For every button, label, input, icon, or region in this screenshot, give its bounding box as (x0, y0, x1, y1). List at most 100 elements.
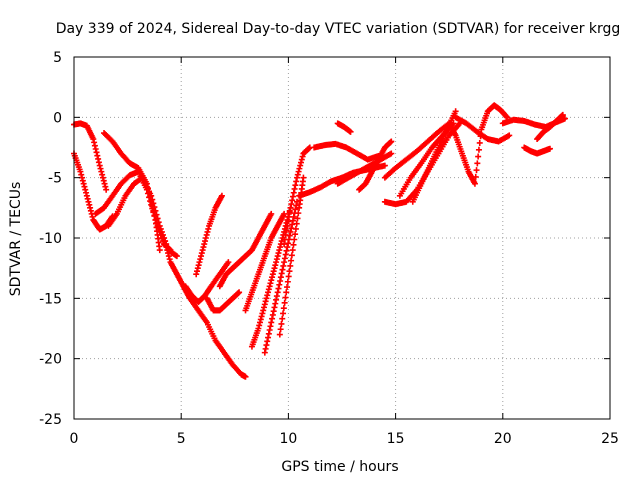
data-point (156, 222, 163, 229)
series-arc-o (281, 144, 313, 248)
data-point (166, 256, 173, 263)
data-point (283, 247, 290, 254)
data-point (269, 315, 276, 322)
data-point (280, 262, 287, 269)
data-point (79, 174, 86, 181)
data-point (268, 210, 275, 217)
data-point (204, 228, 211, 235)
data-point (161, 235, 168, 241)
y-axis-label: SDTVAR / TECUs (8, 182, 24, 297)
x-tick-label: 5 (177, 431, 186, 447)
series-arc-y (446, 102, 511, 187)
data-point (278, 238, 285, 245)
data-point (265, 334, 272, 341)
data-point (274, 289, 281, 296)
x-tick-labels: 0 5 10 15 20 25 (70, 431, 619, 447)
data-point (279, 266, 286, 273)
data-point (90, 136, 97, 143)
data-point (159, 231, 166, 238)
data-point (295, 168, 302, 175)
data-point (288, 257, 295, 264)
axis-ticks (73, 56, 611, 420)
data-point (236, 289, 243, 296)
data-point (279, 315, 286, 322)
data-point (281, 299, 288, 306)
data-point (297, 162, 304, 169)
data-point (268, 319, 275, 326)
data-point (286, 209, 293, 216)
data-point (280, 305, 287, 312)
y-tick-labels: 5 0 -5 -10 -15 -20 -25 (39, 50, 62, 428)
data-point (225, 259, 232, 266)
data-point (289, 247, 296, 254)
plot-points (71, 102, 568, 380)
data-point (289, 197, 296, 204)
series-arc-a (71, 150, 116, 233)
y-tick-label: -20 (39, 352, 62, 368)
data-point (194, 268, 201, 275)
data-point (287, 262, 294, 269)
data-point (270, 268, 277, 275)
data-point (292, 231, 299, 238)
data-point (281, 259, 288, 266)
y-tick-label: -15 (39, 291, 62, 307)
series-arc-z (452, 114, 513, 145)
data-point (546, 145, 553, 152)
data-point (84, 195, 91, 202)
chart-title: Day 339 of 2024, Sidereal Day-to-day VTE… (56, 21, 621, 37)
data-point (268, 277, 275, 284)
data-point (77, 168, 84, 175)
data-point (162, 241, 169, 248)
data-point (154, 215, 161, 222)
data-point (475, 146, 482, 153)
x-tick-label: 25 (601, 431, 619, 447)
data-point (203, 231, 210, 238)
series-arc-e (105, 174, 180, 260)
data-point (95, 155, 102, 162)
data-point (271, 265, 278, 272)
data-point (91, 139, 98, 146)
data-point (287, 228, 294, 235)
data-point (265, 330, 272, 337)
data-point (272, 300, 279, 307)
data-point (153, 211, 160, 218)
data-point (198, 250, 205, 257)
data-point (284, 244, 291, 251)
data-point (293, 178, 300, 185)
data-point (559, 111, 566, 118)
data-point (164, 247, 171, 254)
data-point (475, 153, 482, 160)
data-point (282, 294, 289, 301)
data-point (298, 156, 305, 163)
data-point (205, 225, 212, 232)
data-point (273, 259, 280, 266)
data-point (202, 235, 209, 241)
data-point (263, 295, 270, 302)
data-point (91, 142, 98, 149)
data-point (288, 201, 295, 208)
data-point (150, 200, 157, 207)
data-point (267, 323, 274, 330)
data-point (277, 274, 284, 281)
data-point (277, 326, 284, 333)
data-point (274, 253, 281, 260)
data-point (196, 259, 203, 266)
data-point (276, 281, 283, 288)
data-point (100, 177, 107, 184)
data-point (300, 174, 307, 181)
data-point (299, 153, 306, 160)
data-point (95, 159, 102, 166)
data-point (265, 289, 272, 296)
data-point (148, 192, 155, 199)
data-point (277, 244, 284, 251)
data-point (195, 262, 202, 269)
data-point (474, 160, 481, 167)
data-point (199, 247, 206, 254)
series-arc-k (242, 210, 288, 314)
data-point (285, 213, 292, 220)
data-point (79, 177, 86, 184)
data-point (476, 139, 483, 146)
data-point (297, 159, 304, 166)
data-point (266, 327, 273, 334)
data-point (257, 316, 264, 323)
